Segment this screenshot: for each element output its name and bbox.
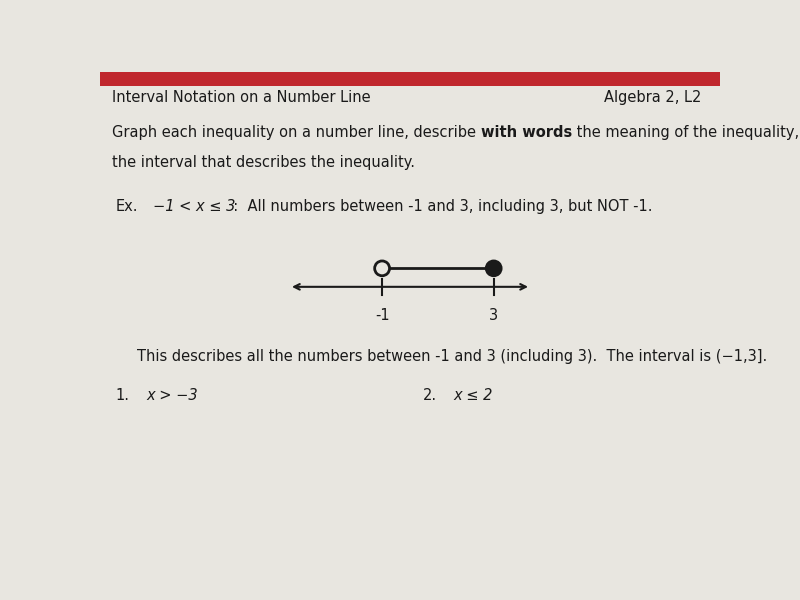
Ellipse shape — [374, 261, 390, 276]
Text: the interval that describes the inequality.: the interval that describes the inequali… — [112, 155, 415, 170]
Text: Interval Notation on a Number Line: Interval Notation on a Number Line — [112, 91, 371, 106]
Text: 3: 3 — [489, 308, 498, 323]
Text: Ex.: Ex. — [115, 199, 138, 214]
Text: −1 < x ≤ 3: −1 < x ≤ 3 — [153, 199, 235, 214]
Text: Graph each inequality on a number line, describe: Graph each inequality on a number line, … — [112, 125, 481, 140]
Text: the meaning of the inequality, then wr: the meaning of the inequality, then wr — [572, 125, 800, 140]
Text: x > −3: x > −3 — [146, 388, 198, 403]
Text: :  All numbers between -1 and 3, including 3, but NOT -1.: : All numbers between -1 and 3, includin… — [224, 199, 653, 214]
Bar — [100, 72, 720, 86]
Text: -1: -1 — [374, 308, 390, 323]
Text: with words: with words — [481, 125, 572, 140]
Text: x ≤ 2: x ≤ 2 — [454, 388, 493, 403]
Text: This describes all the numbers between -1 and 3 (including 3).  The interval is : This describes all the numbers between -… — [138, 349, 767, 364]
Ellipse shape — [486, 261, 501, 276]
Text: 2.: 2. — [422, 388, 437, 403]
Text: 1.: 1. — [115, 388, 130, 403]
Text: Algebra 2, L2: Algebra 2, L2 — [604, 91, 702, 106]
